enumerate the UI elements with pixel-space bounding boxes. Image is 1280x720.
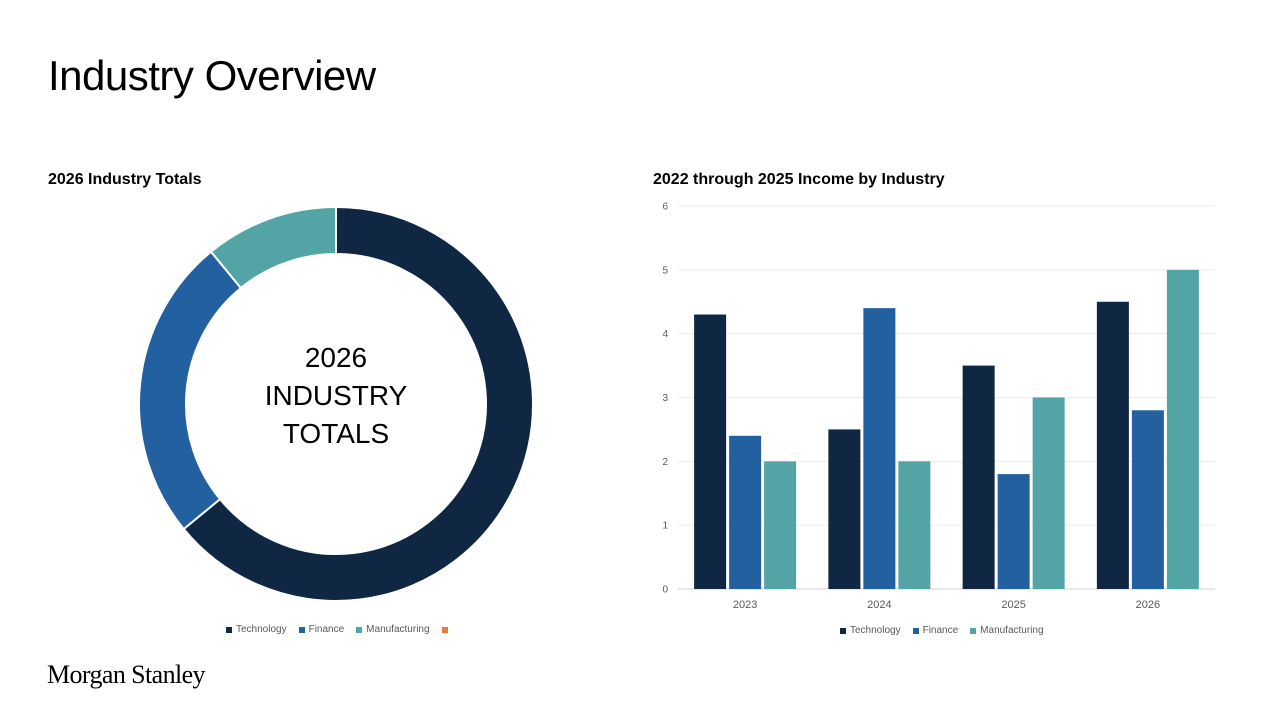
x-category-label: 2024: [867, 599, 891, 611]
bar-technology-2023: [694, 314, 727, 589]
legend-swatch: [840, 627, 846, 634]
bar-technology-2025: [962, 365, 995, 589]
legend-swatch: [298, 626, 305, 633]
donut-chart-title: 2026 Industry Totals: [48, 171, 202, 188]
legend-swatch: [912, 627, 919, 634]
donut-slice-finance: [138, 250, 243, 531]
bar-finance-2023: [729, 435, 762, 589]
bar-y-axis: 0 1 2 3 4 5 6: [662, 202, 668, 596]
donut-center-line-2: INDUSTRY: [265, 380, 408, 411]
bar-finance-2024: [863, 308, 896, 589]
bar-legend-item: Technology: [840, 625, 901, 636]
bar-legend: Technology Finance Manufacturing: [840, 625, 1044, 636]
y-tick-label: 2: [662, 457, 668, 468]
donut-legend-item: Technology: [226, 624, 287, 635]
legend-swatch: [441, 626, 448, 633]
bar-finance-2025: [997, 474, 1030, 589]
y-tick-label: 4: [662, 329, 668, 340]
legend-label: Manufacturing: [366, 624, 430, 635]
bar-chart: 0 1 2 3 4 5 6 2023 2024 2025 2026: [662, 202, 1215, 611]
x-category-label: 2025: [1001, 599, 1025, 611]
legend-label: Finance: [308, 624, 345, 635]
donut-slice-manufacturing: [209, 205, 337, 290]
bar-finance-2026: [1131, 410, 1164, 589]
donut-legend: Technology Finance Manufacturing: [226, 624, 452, 635]
y-tick-label: 6: [662, 202, 668, 213]
legend-swatch: [970, 627, 977, 634]
slide-title: Industry Overview: [48, 52, 376, 99]
legend-label: Technology: [850, 625, 901, 636]
donut-legend-item: [441, 626, 452, 633]
donut-center-line-3: TOTALS: [283, 418, 389, 449]
bar-manufacturing-2026: [1166, 269, 1199, 589]
bar-manufacturing-2024: [898, 461, 931, 589]
donut-slice-technology: [182, 205, 534, 602]
bar-technology-2024: [828, 429, 861, 589]
legend-label: Finance: [922, 625, 959, 636]
bar-manufacturing-2023: [764, 461, 797, 589]
donut-legend-item: Finance: [298, 624, 345, 635]
y-tick-label: 5: [662, 265, 668, 276]
y-tick-label: 0: [662, 585, 668, 596]
bar-legend-item: Manufacturing: [970, 625, 1044, 636]
legend-swatch: [356, 626, 363, 633]
legend-label: Manufacturing: [980, 625, 1044, 636]
donut-center-line-1: 2026: [305, 342, 367, 373]
x-category-label: 2023: [733, 599, 757, 611]
bar-chart-title: 2022 through 2025 Income by Industry: [653, 171, 945, 188]
bar-manufacturing-2025: [1032, 397, 1065, 589]
x-category-label: 2026: [1136, 599, 1160, 611]
legend-label: Technology: [236, 624, 287, 635]
legend-swatch: [226, 626, 232, 633]
donut-legend-item: Manufacturing: [356, 624, 430, 635]
donut-slices: [138, 205, 534, 602]
bar-x-axis: 2023 2024 2025 2026: [733, 599, 1160, 611]
morgan-stanley-logo: Morgan Stanley: [47, 660, 206, 689]
bar-legend-item: Finance: [912, 625, 959, 636]
bar-series: [694, 269, 1199, 589]
donut-chart: 2026 INDUSTRY TOTALS: [138, 205, 534, 602]
bar-technology-2026: [1096, 301, 1129, 589]
y-tick-label: 1: [662, 521, 668, 532]
y-tick-label: 3: [662, 393, 668, 404]
